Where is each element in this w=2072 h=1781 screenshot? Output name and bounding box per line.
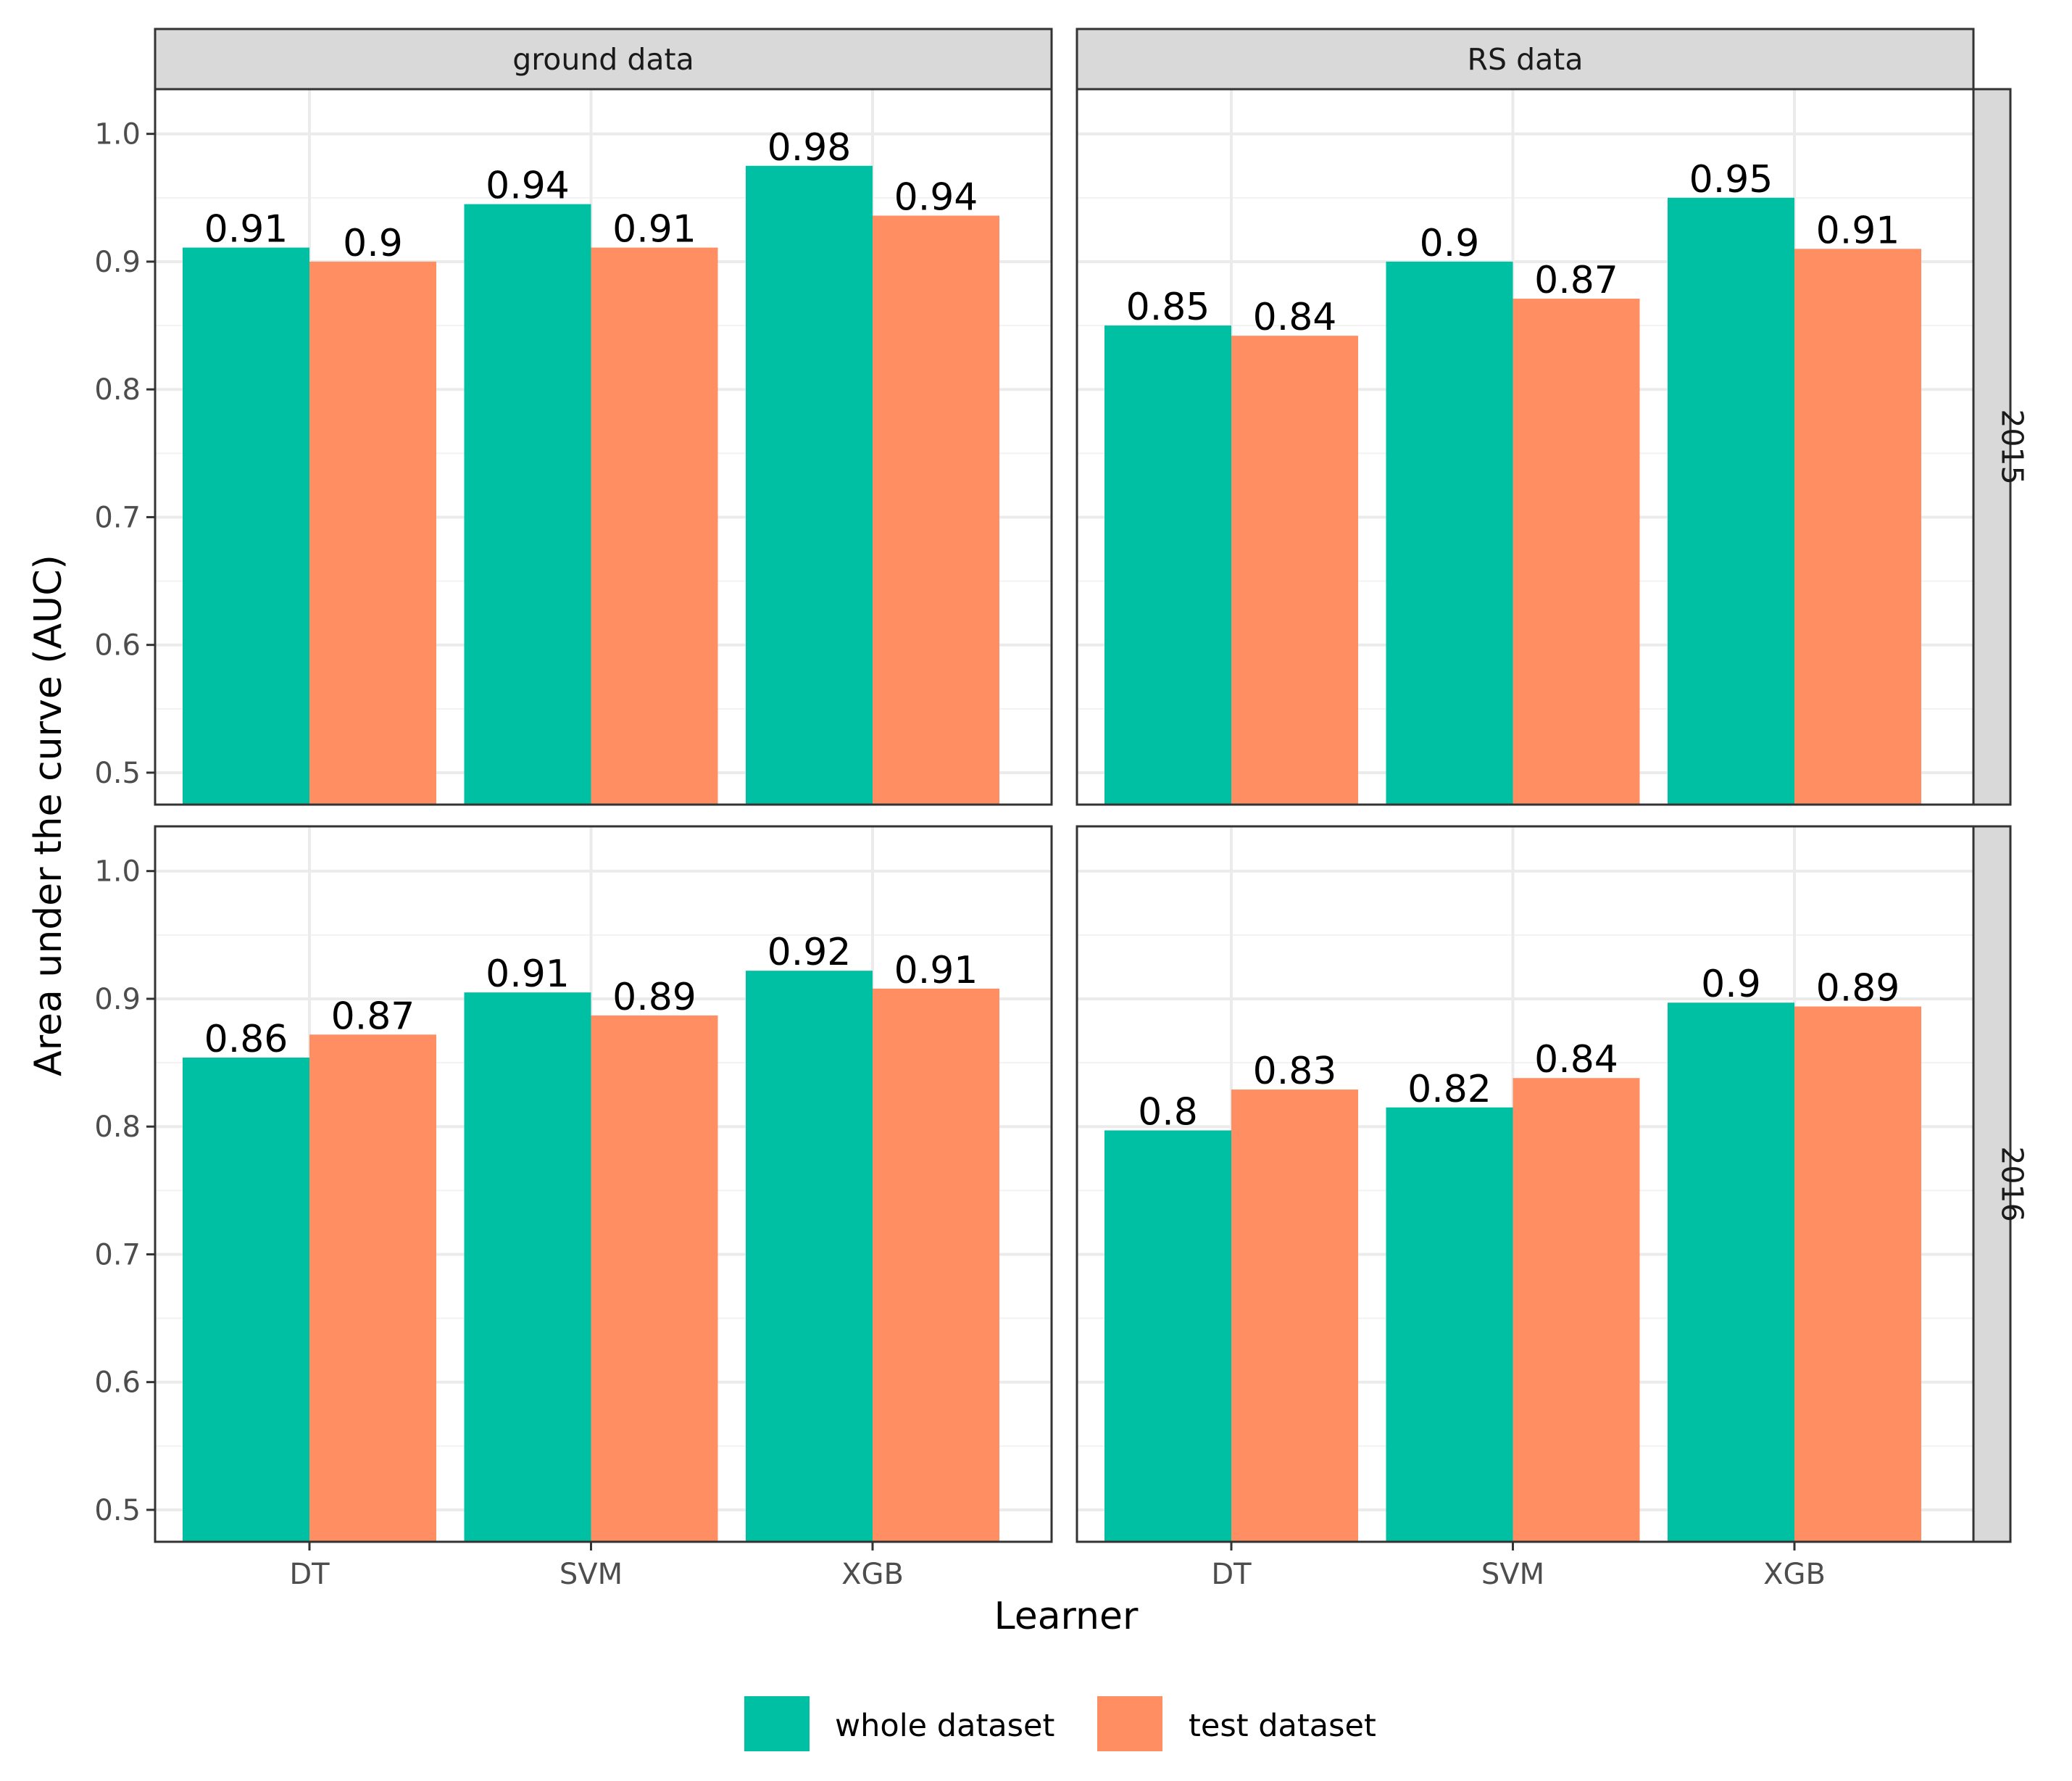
y-tick-label: 0.9 [94, 246, 141, 279]
panel-ground-data-2015: 0.91 0.94 0.98 0.9 0.91 0.94 [154, 88, 1053, 806]
column-strip-label-ground-data: ground data [512, 42, 694, 77]
bar-whole-dataset-dt [183, 1058, 309, 1542]
data-label-whole-dataset-svm: 0.94 [486, 165, 570, 208]
bar-test-dataset-svm [1513, 299, 1640, 805]
data-label-test-dataset-dt: 0.87 [331, 995, 415, 1038]
bar-whole-dataset-svm [1386, 261, 1513, 805]
panel-rs-data-2016: 0.8 0.82 0.9 0.83 0.84 0.89 [1075, 825, 1975, 1543]
bar-test-dataset-dt [309, 261, 436, 805]
data-label-whole-dataset-svm: 0.82 [1407, 1068, 1491, 1111]
bar-test-dataset-svm [1513, 1078, 1640, 1542]
bar-whole-dataset-xgb [1668, 197, 1794, 805]
bar-whole-dataset-dt [1104, 1130, 1231, 1542]
data-label-whole-dataset-dt: 0.8 [1138, 1090, 1198, 1134]
bar-whole-dataset-xgb [746, 971, 873, 1542]
bar-test-dataset-dt [309, 1034, 436, 1542]
data-label-test-dataset-svm: 0.91 [612, 208, 696, 252]
y-tick-label: 1.0 [94, 118, 141, 151]
legend-label-whole-dataset: whole dataset [835, 1708, 1054, 1744]
column-strip-label-rs-data: RS data [1468, 42, 1584, 77]
x-tick-label-xgb: XGB [1763, 1558, 1826, 1591]
row-strip-2015 [1972, 88, 2012, 806]
x-tick-label-dt: DT [289, 1558, 330, 1591]
y-tick-label: 0.5 [94, 1494, 141, 1527]
y-axis-bottom: 0.5 0.6 0.7 0.8 0.9 1.0 [94, 855, 155, 1527]
data-label-whole-dataset-xgb: 0.9 [1701, 963, 1761, 1006]
data-label-whole-dataset-dt: 0.85 [1126, 286, 1210, 329]
panel-ground-data-2016: 0.86 0.91 0.92 0.87 0.89 0.91 [154, 825, 1053, 1543]
y-tick-label: 0.6 [94, 1366, 141, 1400]
data-label-whole-dataset-xgb: 0.92 [767, 931, 852, 974]
data-label-test-dataset-xgb: 0.91 [1816, 209, 1900, 252]
bar-test-dataset-xgb [873, 988, 999, 1542]
bar-test-dataset-xgb [873, 215, 999, 805]
strip-layer: ground data RS data 2015 2016 [154, 28, 2030, 1543]
y-tick-label: 0.7 [94, 501, 141, 534]
legend-key-test-dataset [1097, 1696, 1162, 1751]
column-strip-ground-data [154, 28, 1053, 91]
row-strip-label-2015: 2015 [1995, 409, 2030, 484]
y-tick-label: 1.0 [94, 855, 141, 889]
data-label-whole-dataset-xgb: 0.98 [767, 126, 852, 170]
y-tick-label: 0.7 [94, 1238, 141, 1271]
data-label-whole-dataset-dt: 0.91 [204, 208, 288, 252]
panel-rs-data-2015: 0.85 0.9 0.95 0.84 0.87 0.91 [1075, 88, 1975, 806]
data-label-test-dataset-xgb: 0.94 [894, 175, 978, 219]
data-label-test-dataset-dt: 0.9 [343, 222, 403, 265]
y-tick-label: 0.8 [94, 1110, 141, 1144]
x-tick-label-svm: SVM [1481, 1558, 1544, 1591]
bar-whole-dataset-svm [1386, 1107, 1513, 1542]
column-strip-rs-data [1075, 28, 1975, 91]
bar-whole-dataset-dt [1104, 325, 1231, 805]
y-tick-label: 0.6 [94, 629, 141, 663]
bar-test-dataset-xgb [1794, 1006, 1921, 1542]
bar-test-dataset-dt [1231, 336, 1358, 805]
data-label-whole-dataset-xgb: 0.95 [1689, 158, 1773, 202]
data-label-test-dataset-xgb: 0.89 [1816, 967, 1900, 1010]
bar-test-dataset-svm [591, 1015, 718, 1542]
bar-test-dataset-svm [591, 247, 718, 805]
bar-whole-dataset-xgb [746, 165, 873, 805]
bar-test-dataset-dt [1231, 1089, 1358, 1542]
data-label-test-dataset-svm: 0.84 [1534, 1038, 1618, 1082]
data-label-test-dataset-dt: 0.84 [1253, 296, 1337, 339]
legend-key-whole-dataset [744, 1696, 810, 1751]
x-tick-label-xgb: XGB [841, 1558, 904, 1591]
bar-whole-dataset-xgb [1668, 1002, 1794, 1542]
y-tick-label: 0.9 [94, 983, 141, 1016]
data-label-test-dataset-xgb: 0.91 [894, 949, 978, 992]
data-label-whole-dataset-svm: 0.91 [486, 952, 570, 996]
bar-whole-dataset-svm [464, 992, 591, 1542]
y-axis-title: Area under the curve (AUC) [27, 555, 70, 1076]
panel-layer: 0.910.940.980.9 0.910.940.850.90.950.840.… [154, 88, 1975, 1543]
legend-label-test-dataset: test dataset [1189, 1708, 1376, 1744]
panel-border [154, 825, 1053, 1543]
x-tick-label-dt: DT [1211, 1558, 1252, 1591]
row-strip-2016 [1972, 825, 2012, 1543]
data-label-test-dataset-svm: 0.87 [1534, 259, 1618, 302]
y-axis-top: 0.5 0.6 0.7 0.8 0.9 1.0 [94, 118, 155, 790]
y-tick-label: 0.5 [94, 757, 141, 790]
x-axis-title: Learner [994, 1595, 1139, 1638]
data-label-whole-dataset-dt: 0.86 [204, 1018, 288, 1061]
data-label-test-dataset-svm: 0.89 [612, 976, 696, 1019]
row-strip-label-2016: 2016 [1995, 1146, 2030, 1221]
bar-whole-dataset-svm [464, 204, 591, 805]
y-tick-label: 0.8 [94, 373, 141, 407]
x-tick-label-svm: SVM [559, 1558, 623, 1591]
data-label-whole-dataset-svm: 0.9 [1420, 222, 1480, 265]
legend: whole dataset test dataset [744, 1696, 1376, 1751]
x-axis: DT SVM XGB DT SVM XGB [289, 1542, 1826, 1591]
bar-whole-dataset-dt [183, 247, 309, 805]
data-label-test-dataset-dt: 0.83 [1253, 1050, 1337, 1093]
bar-test-dataset-xgb [1794, 249, 1921, 805]
